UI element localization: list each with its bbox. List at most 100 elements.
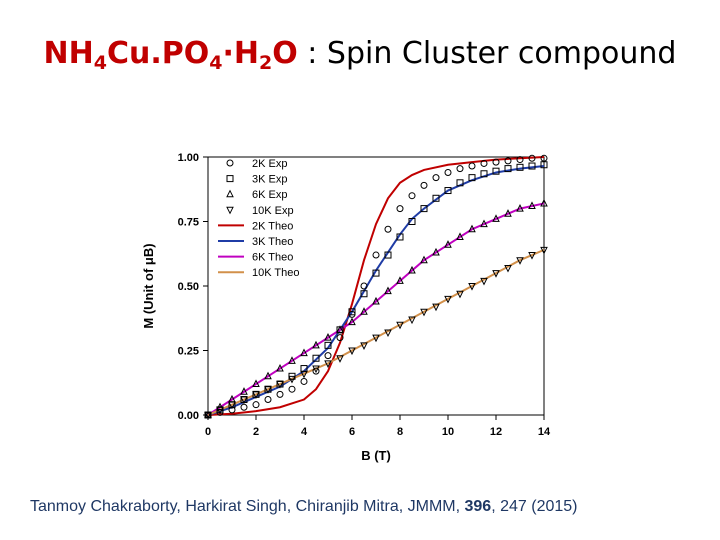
- data-point-10k-exp: [252, 391, 260, 399]
- data-point-6k-exp: [216, 402, 224, 411]
- formula-part-0: NH: [43, 36, 94, 71]
- data-point-10k-exp: [528, 252, 536, 260]
- x-tick-label: 10: [442, 426, 454, 438]
- data-point-6k-exp: [420, 255, 428, 264]
- slide-title: NH4Cu.PO4·H2O : Spin Cluster compound: [0, 36, 720, 74]
- data-point-10k-exp: [312, 365, 320, 374]
- data-point-2k-exp: [492, 158, 500, 166]
- data-point-2k-exp: [300, 377, 308, 385]
- data-point-2k-exp: [336, 334, 344, 342]
- data-point-10k-exp: [264, 386, 272, 394]
- formula-part-3: O: [272, 36, 298, 71]
- data-point-2k-exp: [324, 352, 332, 360]
- data-point-6k-exp: [360, 307, 368, 315]
- data-point-3k-exp: [456, 179, 464, 187]
- y-axis-label: M (Unit of μB): [141, 243, 156, 328]
- data-point-3k-exp: [324, 341, 332, 349]
- data-point-3k-exp: [396, 233, 404, 241]
- compound-formula: NH4Cu.PO4·H2O: [43, 36, 298, 74]
- data-point-6k-exp: [504, 209, 512, 217]
- data-point-6k-exp: [432, 247, 440, 256]
- magnetization-chart: 0 2 4 6 8 10 12 14 0.00 0.25 0.50 0.75 1.00 B (T) M (U…: [141, 152, 551, 463]
- data-point-10k-exp: [480, 277, 488, 286]
- data-point-2k-exp: [456, 165, 464, 173]
- data-point-10k-exp: [372, 334, 380, 343]
- data-point-3k-exp: [432, 194, 440, 202]
- data-point-6k-exp: [300, 348, 308, 357]
- data-point-6k-exp: [492, 214, 500, 222]
- data-point-10k-exp: [336, 355, 344, 363]
- series-line-6k-theo: [207, 202, 545, 416]
- data-point-2k-exp: [468, 162, 476, 170]
- data-point-2k-exp: [276, 390, 284, 398]
- data-point-6k-exp: [384, 286, 392, 295]
- x-axis-label: B (T): [361, 448, 391, 463]
- data-point-2k-exp: [240, 403, 248, 411]
- y-tick-label: 1.00: [178, 152, 199, 164]
- data-point-10k-exp: [348, 347, 356, 356]
- legend-label: 10K Theo: [252, 267, 300, 279]
- series-line-2k-theo: [207, 156, 545, 416]
- data-point-6k-exp: [528, 201, 536, 210]
- data-point-10k-exp: [228, 401, 236, 410]
- data-point-10k-exp: [384, 329, 392, 338]
- data-point-6k-exp: [348, 317, 356, 326]
- data-point-3k-exp: [420, 205, 428, 213]
- x-tick-label: 12: [490, 426, 502, 438]
- legend-label: 3K Theo: [252, 236, 293, 248]
- legend-label: 10K Exp: [252, 205, 294, 217]
- formula-part-1: Cu.PO: [106, 36, 210, 71]
- x-tick-label: 0: [205, 426, 211, 438]
- data-point-6k-exp: [288, 356, 296, 364]
- data-point-6k-exp: [468, 224, 476, 233]
- data-point-2k-exp: [432, 174, 440, 182]
- data-point-2k-exp: [420, 181, 428, 189]
- data-point-10k-exp: [408, 316, 416, 325]
- y-tick-label: 0.50: [178, 281, 199, 293]
- data-point-3k-exp: [348, 308, 356, 316]
- data-point-2k-exp: [408, 192, 416, 200]
- legend-marker: [226, 189, 234, 198]
- data-point-3k-exp: [516, 163, 524, 171]
- legend-marker: [226, 159, 234, 167]
- citation-pages: , 247 (2015): [491, 498, 578, 515]
- data-point-3k-exp: [384, 251, 392, 259]
- x-tick-label: 4: [301, 426, 308, 438]
- data-point-10k-exp: [396, 321, 404, 330]
- data-point-10k-exp: [288, 375, 296, 384]
- data-point-2k-exp: [528, 154, 536, 162]
- data-point-6k-exp: [396, 276, 404, 284]
- legend-label: 6K Theo: [252, 252, 293, 264]
- legend-label: 6K Exp: [252, 189, 287, 201]
- data-point-3k-exp: [372, 269, 380, 277]
- data-point-6k-exp: [312, 340, 320, 349]
- data-point-2k-exp: [372, 251, 380, 259]
- formula-subscript-0: 4: [93, 52, 107, 74]
- data-point-10k-exp: [492, 270, 500, 278]
- y-tick-label: 0.25: [178, 346, 199, 358]
- y-tick-label: 0.75: [178, 217, 199, 229]
- data-point-10k-exp: [216, 406, 224, 415]
- data-point-6k-exp: [324, 332, 332, 341]
- data-point-3k-exp: [312, 354, 320, 362]
- data-point-10k-exp: [540, 246, 548, 255]
- data-point-3k-exp: [444, 187, 452, 195]
- data-point-10k-exp: [468, 283, 476, 291]
- title-text: : Spin Cluster compound: [297, 36, 677, 71]
- data-point-6k-exp: [240, 387, 248, 395]
- data-point-10k-exp: [444, 295, 452, 304]
- data-point-10k-exp: [240, 396, 248, 405]
- data-point-3k-exp: [468, 174, 476, 182]
- data-point-3k-exp: [504, 165, 512, 173]
- legend-label: 3K Exp: [252, 174, 287, 186]
- citation-authors: Tanmoy Chakraborty, Harkirat Singh, Chir…: [30, 498, 465, 515]
- data-point-2k-exp: [312, 367, 320, 375]
- data-point-2k-exp: [288, 385, 296, 393]
- x-tick-label: 14: [538, 426, 551, 438]
- data-point-10k-exp: [516, 257, 524, 265]
- data-point-3k-exp: [528, 162, 536, 170]
- data-point-2k-exp: [264, 396, 272, 404]
- series-line-10k-theo: [207, 248, 545, 416]
- data-point-3k-exp: [480, 170, 488, 178]
- citation-volume: 396: [464, 498, 492, 515]
